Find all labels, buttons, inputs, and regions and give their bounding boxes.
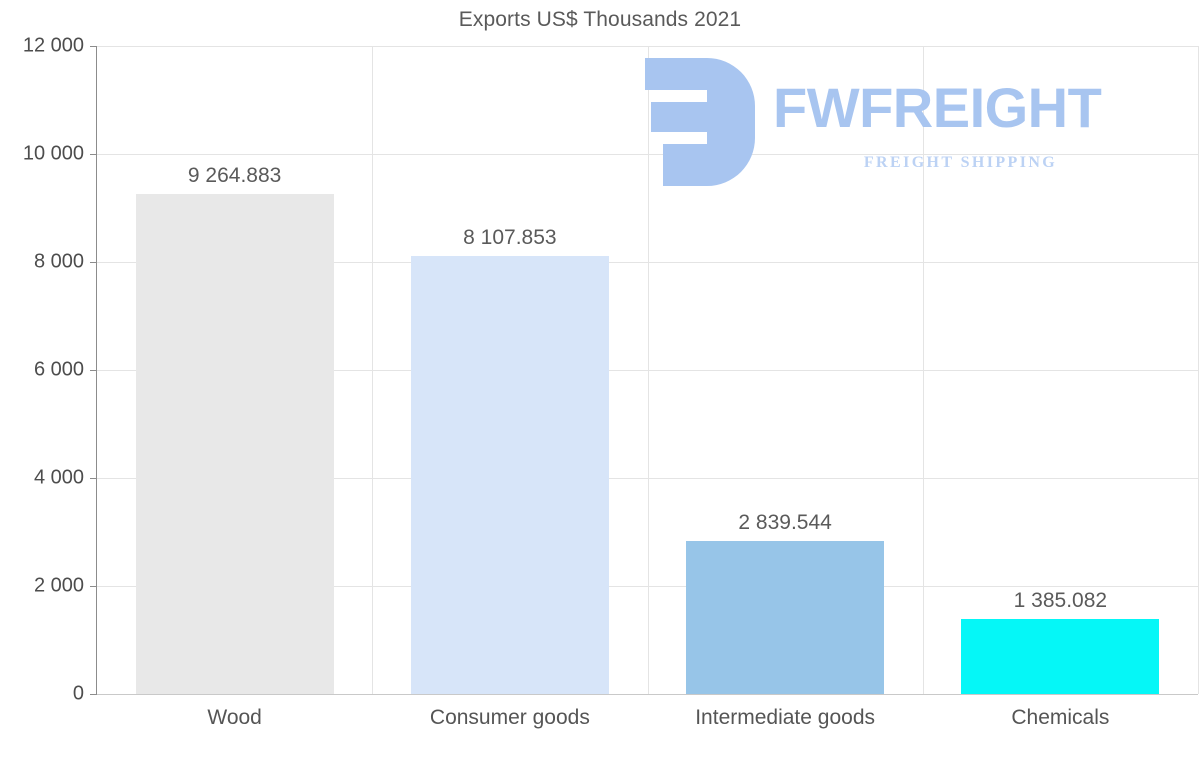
y-axis-tick-mark: [90, 478, 97, 479]
x-axis-category-label: Intermediate goods: [695, 706, 876, 729]
y-axis-tick-label: 4 000: [33, 466, 84, 489]
x-axis-category-label: Consumer goods: [429, 706, 590, 729]
bar-wood[interactable]: [136, 193, 334, 694]
bar-value-label: 1 385.082: [1013, 589, 1108, 613]
y-axis-tick-mark: [90, 262, 97, 263]
bar-value-label: 9 264.883: [187, 163, 282, 187]
y-axis-tick-mark: [90, 154, 97, 155]
y-axis-tick-mark: [90, 694, 97, 695]
bar-consumer-goods[interactable]: [411, 256, 609, 694]
y-axis-tick-label: 8 000: [33, 250, 84, 273]
y-axis-tick-mark: [90, 370, 97, 371]
y-axis-tick-mark: [90, 586, 97, 587]
chart-title: Exports US$ Thousands 2021: [458, 8, 742, 31]
bar-value-label: 8 107.853: [463, 226, 557, 250]
gridline-vertical: [923, 46, 924, 694]
y-axis-tick-label: 6 000: [33, 358, 84, 381]
x-axis-category-label: Chemicals: [1011, 706, 1110, 729]
gridline-horizontal: [97, 586, 1198, 587]
gridline-horizontal: [97, 478, 1198, 479]
x-axis-category-label: Wood: [207, 706, 262, 729]
y-axis-tick-label: 2 000: [33, 574, 84, 597]
gridline-horizontal: [97, 46, 1198, 47]
gridline-vertical: [372, 46, 373, 694]
bar-chemicals[interactable]: [961, 619, 1159, 694]
gridline-vertical: [648, 46, 649, 694]
bar-value-label: 2 839.544: [738, 510, 832, 534]
gridline-horizontal: [97, 694, 1198, 695]
y-axis-tick-label: 0: [72, 682, 84, 705]
y-axis-tick-mark: [90, 46, 97, 47]
gridline-horizontal: [97, 262, 1198, 263]
gridline-vertical: [1198, 46, 1199, 694]
y-axis-tick-label: 12 000: [22, 34, 84, 57]
bar-intermediate-goods[interactable]: [686, 540, 884, 694]
y-axis-tick-label: 10 000: [22, 142, 84, 165]
gridline-horizontal: [97, 370, 1198, 371]
